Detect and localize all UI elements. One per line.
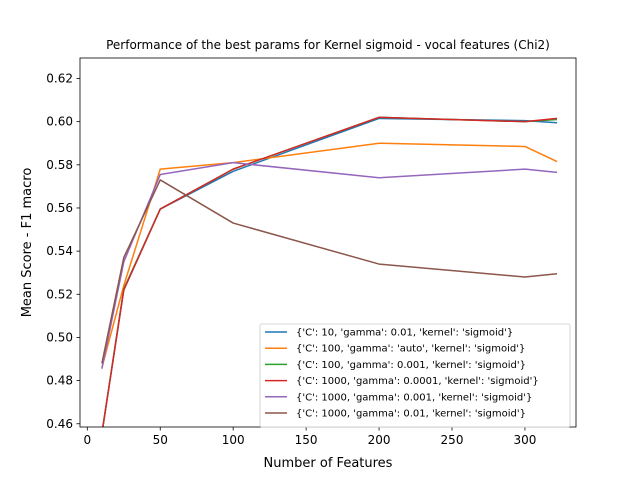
y-tick-label: 0.62 bbox=[46, 72, 73, 86]
x-axis-ticks: 0 50 100 150 200 250 300 bbox=[83, 427, 536, 447]
legend-entry-label: {'C': 1000, 'gamma': 0.001, 'kernel': 's… bbox=[296, 392, 532, 403]
series-line-5 bbox=[101, 161, 558, 369]
x-tick-label: 300 bbox=[513, 433, 536, 447]
x-tick-label: 200 bbox=[368, 433, 391, 447]
y-tick-label: 0.60 bbox=[46, 115, 73, 129]
x-tick-label: 150 bbox=[295, 433, 318, 447]
y-axis-ticks: 0.46 0.48 0.50 0.52 0.54 0.56 0.58 0.60 0.62 bbox=[46, 72, 80, 431]
legend-entry-label: {'C': 10, 'gamma': 0.01, 'kernel': 'sigm… bbox=[296, 328, 513, 339]
plot-lines bbox=[101, 116, 558, 427]
chart-title: Performance of the best params for Kerne… bbox=[106, 38, 550, 52]
series-line-4 bbox=[102, 116, 558, 427]
x-tick-label: 0 bbox=[83, 433, 91, 447]
y-tick-label: 0.54 bbox=[46, 244, 73, 258]
legend: {'C': 10, 'gamma': 0.01, 'kernel': 'sigm… bbox=[259, 323, 571, 428]
y-axis-label: Mean Score - F1 macro bbox=[20, 168, 35, 318]
legend-entry-label: {'C': 1000, 'gamma': 0.01, 'kernel': 'si… bbox=[296, 409, 526, 420]
x-tick-label: 50 bbox=[153, 433, 168, 447]
y-tick-label: 0.52 bbox=[46, 287, 73, 301]
legend-entry-label: {'C': 100, 'gamma': 0.001, 'kernel': 'si… bbox=[296, 360, 526, 371]
y-tick-label: 0.48 bbox=[46, 374, 73, 388]
series-line-6 bbox=[101, 179, 558, 364]
y-tick-label: 0.56 bbox=[46, 201, 73, 215]
x-tick-label: 250 bbox=[441, 433, 464, 447]
y-tick-label: 0.58 bbox=[46, 158, 73, 172]
y-tick-label: 0.50 bbox=[46, 330, 73, 344]
x-tick-label: 100 bbox=[222, 433, 245, 447]
legend-entry-label: {'C': 100, 'gamma': 'auto', 'kernel': 's… bbox=[296, 344, 525, 355]
y-tick-label: 0.46 bbox=[46, 417, 73, 431]
legend-entry-label: {'C': 1000, 'gamma': 0.0001, 'kernel': '… bbox=[296, 376, 539, 387]
legend-box bbox=[259, 323, 571, 428]
x-axis-label: Number of Features bbox=[264, 456, 393, 471]
